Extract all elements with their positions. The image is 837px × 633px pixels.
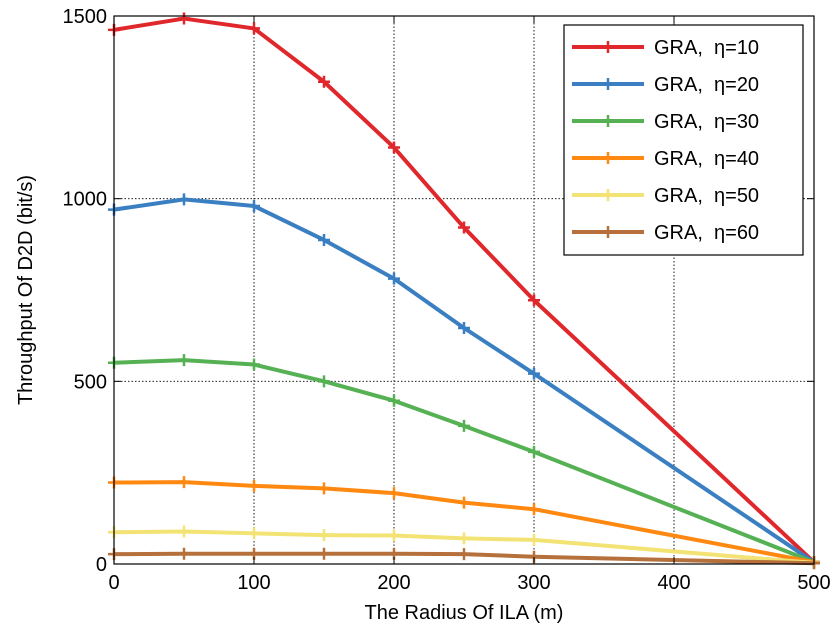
data-point-marker [528, 294, 540, 307]
data-point-marker [318, 75, 330, 88]
y-tick-label: 1500 [63, 6, 108, 28]
y-axis-label: Throughput Of D2D (bit/s) [15, 175, 37, 405]
series-1 [108, 12, 820, 569]
legend-entry: GRA, η=20 [572, 74, 759, 96]
x-axis-label: The Radius Of ILA (m) [365, 602, 564, 624]
data-point-marker [248, 479, 260, 492]
x-tick-label: 500 [797, 572, 830, 594]
legend-box [563, 24, 804, 256]
data-point-marker [318, 482, 330, 495]
data-point-marker [528, 367, 540, 380]
x-tick-label: 200 [377, 572, 410, 594]
data-point-marker [458, 496, 470, 509]
legend-marker [602, 41, 614, 53]
legend-marker [602, 115, 614, 127]
y-tick-label: 1000 [63, 189, 108, 211]
data-point-marker [178, 193, 190, 206]
legend-entry: GRA, η=60 [572, 222, 759, 244]
data-point-marker [318, 375, 330, 388]
data-point-marker [178, 476, 190, 489]
data-point-marker [318, 529, 330, 542]
legend-entry: GRA, η=30 [572, 111, 759, 133]
series-6 [108, 547, 820, 570]
legend-marker [602, 78, 614, 90]
legend-label: GRA, η=10 [654, 37, 759, 59]
legend-entry: GRA, η=40 [572, 148, 759, 170]
data-point-marker [178, 12, 190, 25]
data-point-marker [388, 487, 400, 500]
legend-entry: GRA, η=10 [572, 37, 759, 59]
legend-marker [602, 189, 614, 201]
legend-marker [602, 226, 614, 238]
series-line [113, 480, 815, 565]
legend-label: GRA, η=50 [654, 185, 759, 207]
legend-marker [602, 152, 614, 164]
data-point-marker [528, 503, 540, 516]
data-point-marker [528, 445, 540, 458]
legend: GRA, η=10 GRA, η=20 GRA, η=30 GRA, η=40 GRA,… [563, 24, 804, 256]
data-point-marker [458, 532, 470, 545]
data-point-marker [248, 358, 260, 371]
y-tick-label: 500 [74, 371, 107, 393]
legend-label: GRA, η=20 [654, 74, 759, 96]
data-point-marker [178, 547, 190, 560]
data-point-marker [388, 272, 400, 285]
data-point-marker [248, 22, 260, 35]
x-tick-label: 400 [657, 572, 690, 594]
legend-entry: GRA, η=50 [572, 185, 759, 207]
data-point-marker [458, 548, 470, 561]
series-line [113, 358, 815, 565]
data-point-marker [178, 354, 190, 367]
axis-ticks: 0 100 200 300 400 500 0 500 1000 1500 [63, 6, 831, 594]
series-line [113, 529, 815, 565]
series-lines [108, 12, 820, 570]
data-point-marker [458, 221, 470, 234]
data-point-marker [388, 394, 400, 407]
series-line [113, 197, 816, 564]
y-tick-label: 0 [96, 554, 107, 576]
data-point-marker [388, 529, 400, 542]
data-point-marker [248, 527, 260, 540]
data-point-marker [178, 525, 190, 538]
data-point-marker [458, 321, 470, 334]
data-point-marker [458, 419, 470, 432]
plot-area-frame [113, 15, 815, 565]
x-tick-label: 300 [517, 572, 550, 594]
data-point-marker [248, 199, 260, 212]
legend-label: GRA, η=60 [654, 222, 759, 244]
x-tick-label: 0 [108, 572, 119, 594]
legend-label: GRA, η=30 [654, 111, 759, 133]
data-point-marker [528, 533, 540, 546]
legend-label: GRA, η=40 [654, 148, 759, 170]
x-tick-label: 100 [237, 572, 270, 594]
series-line [113, 551, 815, 566]
data-point-marker [388, 141, 400, 154]
data-point-marker [318, 233, 330, 246]
series-line [113, 16, 816, 564]
data-point-marker [318, 547, 330, 560]
